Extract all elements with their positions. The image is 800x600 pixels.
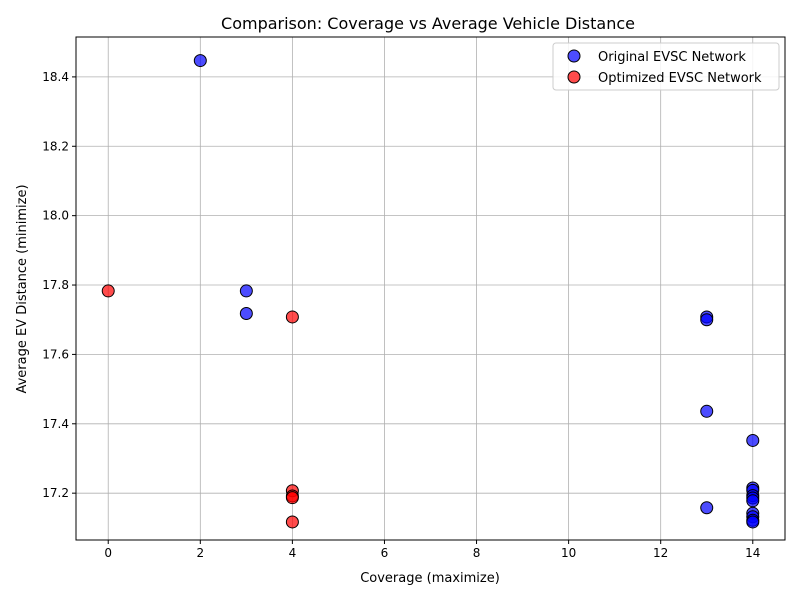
data-point-optimized [285,310,299,324]
x-axis-label: Coverage (maximize) [360,571,500,586]
x-tick-label: 4 [289,546,297,560]
legend-label-original: Original EVSC Network [598,50,746,65]
data-point-original [700,404,714,418]
y-tick-label: 17.6 [42,347,69,361]
data-point-optimized [285,491,299,505]
data-points [101,54,760,529]
data-point-original [193,54,207,68]
y-axis-label: Average EV Distance (minimize) [15,184,30,393]
y-tick-label: 18.0 [42,209,69,223]
data-point-original [700,313,714,327]
data-point-original [700,501,714,515]
data-point-original [746,515,760,529]
y-tick-label: 18.4 [42,70,69,84]
x-tick-label: 8 [473,546,481,560]
legend-marker-optimized [567,70,581,84]
data-point-original [746,494,760,508]
y-tick-label: 17.8 [42,278,69,292]
y-tick-label: 17.4 [42,417,69,431]
data-point-original [239,306,253,320]
x-tick-label: 6 [381,546,389,560]
y-tick-label: 18.2 [42,139,69,153]
x-tick-label: 0 [104,546,112,560]
legend: Original EVSC Network Optimized EVSC Net… [552,42,780,91]
chart-title: Comparison: Coverage vs Average Vehicle … [221,14,635,33]
x-tick-label: 2 [196,546,204,560]
axis-ticks: 0 2 4 6 8 10 12 14 17.2 17.4 17.6 17.8 18.0 18.2 18.4 [42,70,760,560]
grid-lines [76,37,785,540]
legend-box [552,42,780,91]
x-tick-label: 14 [745,546,760,560]
data-point-original [239,284,253,298]
x-tick-label: 10 [561,546,576,560]
plot-frame [75,36,786,541]
data-point-optimized [101,284,115,298]
legend-marker-original [567,49,581,63]
data-point-original [746,433,760,447]
legend-label-optimized: Optimized EVSC Network [598,71,762,86]
data-point-optimized [285,515,299,529]
x-tick-label: 12 [653,546,668,560]
y-tick-label: 17.2 [42,486,69,500]
